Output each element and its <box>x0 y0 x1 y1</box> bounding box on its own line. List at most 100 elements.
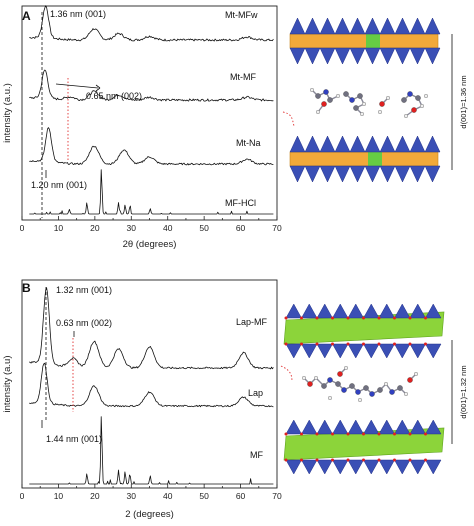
oxygen-atom <box>315 316 319 320</box>
tetrahedron <box>347 303 364 319</box>
oxygen-atom <box>424 458 427 462</box>
oxygen-atom <box>362 432 365 436</box>
tetrahedron <box>425 459 442 475</box>
oxygen-atom <box>315 432 319 436</box>
atom <box>424 93 429 98</box>
tetrahedron <box>409 459 426 475</box>
atom <box>337 371 343 377</box>
tetrahedron <box>289 165 306 183</box>
tetrahedron <box>316 343 333 359</box>
oxygen-atom <box>300 458 303 462</box>
atom <box>310 87 315 92</box>
annotation-1-32nm: 1.32 nm (001) <box>56 285 112 295</box>
tetrahedron <box>424 135 441 153</box>
x-tick-label: 10 <box>54 491 64 501</box>
tetrahedron <box>409 419 426 435</box>
oxygen-atom <box>377 342 381 346</box>
tetrahedron <box>316 459 333 475</box>
oxygen-atom <box>284 316 288 320</box>
tetrahedron <box>347 459 364 475</box>
atom <box>321 383 327 389</box>
series-label-lap-mf: Lap-MF <box>236 317 268 327</box>
oxygen-atom <box>284 432 288 436</box>
tetrahedron <box>425 343 442 359</box>
atom <box>407 91 413 97</box>
oxygen-atom <box>377 432 381 436</box>
tetrahedron <box>319 135 336 153</box>
x-tick-label: 60 <box>236 223 246 233</box>
oxygen-atom <box>346 458 350 462</box>
tetrahedron <box>364 165 381 183</box>
tetrahedron <box>409 165 426 183</box>
tetrahedron <box>409 135 426 153</box>
annotation-1-36nm: 1.36 nm (001) <box>50 9 106 19</box>
d-spacing-label-b: d(001)=1.32 nm <box>459 365 468 418</box>
oxygen-atom <box>346 316 350 320</box>
atom <box>349 97 355 103</box>
series-label-lap: Lap <box>248 388 263 398</box>
oxygen-atom <box>362 342 365 346</box>
oxygen-atom <box>346 432 350 436</box>
tetrahedron <box>394 343 411 359</box>
tetrahedron <box>364 47 381 65</box>
oxygen-atom <box>331 432 334 436</box>
tetrahedron <box>409 47 426 65</box>
tetrahedron <box>409 303 426 319</box>
tetrahedron <box>364 135 381 153</box>
tetrahedron <box>349 165 366 183</box>
atom <box>314 376 319 381</box>
series-label-mf: MF <box>250 450 263 460</box>
annotation-0-63nm: 0.63 nm (002) <box>56 318 112 328</box>
atom <box>307 381 313 387</box>
atom <box>397 385 403 391</box>
atom <box>327 97 333 103</box>
oxygen-atom <box>424 432 427 436</box>
atom <box>386 95 391 100</box>
oxygen-atom <box>300 342 303 346</box>
x-ticks-a: 0 10 20 30 40 50 60 70 <box>20 216 282 233</box>
tetrahedron <box>378 343 395 359</box>
tetrahedron <box>379 47 396 65</box>
tetrahedron <box>334 165 351 183</box>
tetrahedron <box>394 459 411 475</box>
tetrahedron <box>379 165 396 183</box>
atom <box>360 111 365 116</box>
tetrahedron <box>424 17 441 35</box>
interlayer-molecules-b <box>302 366 419 403</box>
x-tick-label: 0 <box>20 491 25 501</box>
series-line-lap-mf <box>29 287 274 370</box>
atom <box>316 109 321 114</box>
tetrahedron <box>285 303 302 319</box>
tetrahedron <box>285 343 302 359</box>
tetrahedron <box>349 17 366 35</box>
tetrahedron <box>301 343 318 359</box>
traces-a <box>29 5 274 215</box>
x-ticks-b: 0 10 20 30 40 50 60 70 <box>20 484 282 501</box>
traces-b <box>29 287 274 485</box>
annotation-1-44nm: 1.44 nm (001) <box>46 434 102 444</box>
tetrahedron <box>304 135 321 153</box>
tetrahedron <box>334 135 351 153</box>
tetrahedron <box>301 419 318 435</box>
atom <box>415 95 421 101</box>
tetrahedron <box>319 165 336 183</box>
atom <box>357 93 363 99</box>
callout-arc-b <box>280 365 293 383</box>
oxygen-atom <box>408 432 412 436</box>
tetrahedron <box>285 419 302 435</box>
x-tick-label: 50 <box>199 491 209 501</box>
x-tick-label: 40 <box>163 491 173 501</box>
tetrahedron <box>304 47 321 65</box>
series-line-mt-mf <box>29 69 274 102</box>
callout-arc-a <box>282 111 295 127</box>
x-tick-label: 30 <box>127 223 137 233</box>
series-line-mt-mfw <box>29 5 274 42</box>
tetrahedron <box>409 17 426 35</box>
oxygen-atom <box>300 432 303 436</box>
series-label-mf-hcl: MF-HCl <box>225 198 256 208</box>
plot-frame-b <box>21 279 278 489</box>
x-tick-label: 30 <box>127 491 137 501</box>
oxygen-atom <box>346 342 350 346</box>
oxygen-atom <box>331 342 334 346</box>
tetrahedron <box>378 459 395 475</box>
